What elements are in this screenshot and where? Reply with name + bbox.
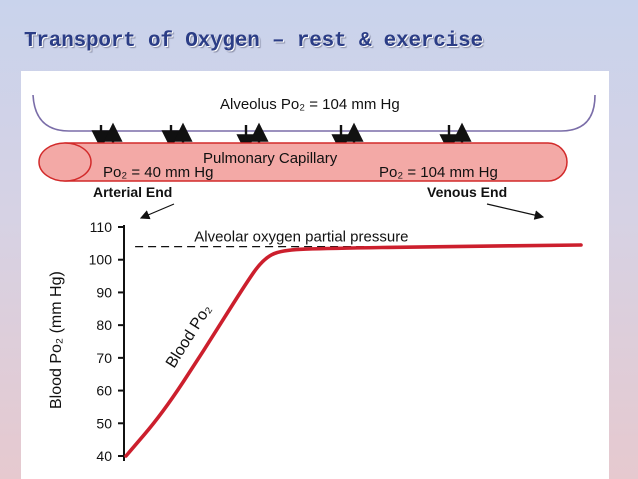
venous-end-pointer	[486, 203, 545, 220]
y-tick-label: 100	[89, 252, 113, 268]
y-axis-label: Blood Po₂ (mm Hg)	[48, 271, 65, 409]
po2-chart: 40 50 60 70 80 90 100 110 Alveolar oxygen parti…	[48, 219, 583, 464]
blood-po2-curve	[124, 243, 583, 458]
alveolus-label: Alveolus Po₂ = 104 mm Hg	[220, 96, 400, 113]
arterial-po2-label: Po₂ = 40 mm Hg	[103, 164, 213, 181]
venous-po2-label: Po₂ = 104 mm Hg	[379, 164, 498, 181]
y-tick-label: 80	[96, 317, 112, 333]
y-tick-label: 40	[96, 448, 112, 464]
arterial-end-label: Arterial End	[93, 184, 172, 200]
alveolar-line-label: Alveolar oxygen partial pressure	[194, 229, 408, 246]
y-tick-label: 60	[96, 383, 112, 399]
y-axis-ticks: 40 50 60 70 80 90 100 110	[89, 219, 124, 464]
curve-label: Blood Po₂	[163, 302, 215, 371]
y-tick-label: 70	[96, 350, 112, 366]
slide-title: Transport of Oxygen – rest & exercise	[24, 30, 483, 53]
y-tick-label: 50	[96, 415, 112, 431]
venous-end-label: Venous End	[427, 184, 507, 200]
capillary-label: Pulmonary Capillary	[203, 150, 338, 167]
diagram-panel: Alveolus Po₂ = 104 mm Hg	[21, 71, 609, 479]
oxygen-diagram: Alveolus Po₂ = 104 mm Hg	[32, 94, 596, 464]
capillary-arterial-opening	[38, 142, 92, 182]
y-tick-label: 110	[90, 219, 113, 235]
arterial-end-pointer	[139, 203, 175, 220]
alveolus-membrane	[32, 94, 596, 132]
y-tick-label: 90	[96, 284, 112, 300]
